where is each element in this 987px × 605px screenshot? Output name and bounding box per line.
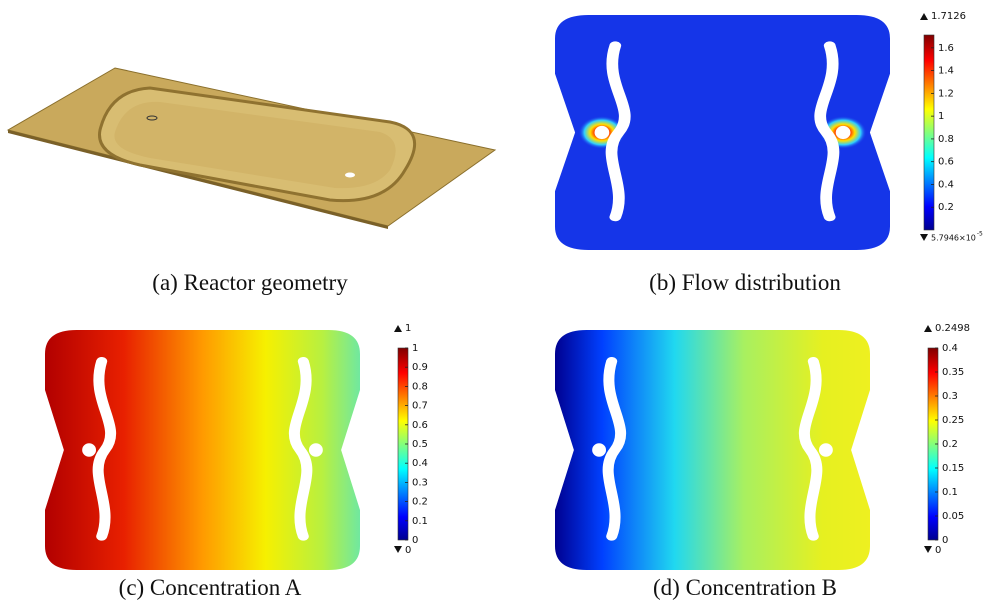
colorbar-tick-label: 0.9 (412, 362, 428, 373)
colorbar-tick-label: 1.4 (938, 66, 954, 77)
colorbar-tick-label: 0.25 (942, 415, 964, 426)
min-marker (920, 234, 928, 241)
colorbar-tick-label: 1.2 (938, 88, 954, 99)
colorbar-tick-label: 0.1 (942, 487, 958, 498)
min-label: 5.7946×10 (931, 234, 976, 243)
figure: (a) Reactor geometry (b) Flow distributi… (0, 0, 987, 605)
colorbar-tick-label: 0.5 (412, 439, 428, 450)
reactor-geometry (8, 68, 495, 229)
colorbar-tick-label: 0.35 (942, 367, 964, 378)
max-marker (924, 325, 932, 332)
min-marker (924, 546, 932, 553)
concentration-b-field (555, 330, 870, 570)
colorbar-tick-label: 0.8 (412, 381, 428, 392)
min-label: 0 (935, 545, 941, 556)
colorbar-tick-label: 0.1 (412, 516, 428, 527)
colorbar-tick-label: 0 (942, 535, 948, 546)
caption: (b) Flow distribution (649, 270, 841, 295)
colorbar-tick-label: 0.6 (938, 157, 954, 168)
colorbar-tick-label: 0.3 (942, 391, 958, 402)
caption: (d) Concentration B (653, 575, 837, 600)
colorbar-tick-label: 1 (412, 343, 418, 354)
concentration-a-field (45, 330, 360, 570)
caption: (c) Concentration A (119, 575, 302, 600)
colorbar-tick-label: 0.05 (942, 511, 964, 522)
caption: (a) Reactor geometry (152, 270, 348, 295)
colorbar-tick-label: 0.4 (938, 179, 954, 190)
min-marker (394, 546, 402, 553)
min-label: 0 (405, 545, 411, 556)
max-label: 1 (405, 323, 411, 334)
colorbar-tick-label: 0.4 (412, 458, 428, 469)
colorbar-tick-label: 1.6 (938, 43, 954, 54)
max-marker (920, 13, 928, 20)
min-label-exponent: -5 (977, 231, 983, 238)
colorbar (924, 35, 934, 230)
max-marker (394, 325, 402, 332)
colorbar-tick-label: 1 (938, 111, 944, 122)
colorbar-tick-label: 0.8 (938, 134, 954, 145)
colorbar-tick-label: 0.2 (942, 439, 958, 450)
colorbar-tick-label: 0.3 (412, 477, 428, 488)
colorbar-tick-label: 0.7 (412, 401, 428, 412)
colorbar-tick-label: 0.4 (942, 343, 958, 354)
flow-field (555, 15, 890, 250)
max-label: 1.7126 (931, 11, 966, 22)
colorbar-tick-label: 0.15 (942, 463, 964, 474)
colorbar-tick-label: 0.6 (412, 420, 428, 431)
colorbar-tick-label: 0.2 (412, 497, 428, 508)
colorbar-tick-label: 0.2 (938, 202, 954, 213)
max-label: 0.2498 (935, 323, 970, 334)
colorbar-tick-label: 0 (412, 535, 418, 546)
